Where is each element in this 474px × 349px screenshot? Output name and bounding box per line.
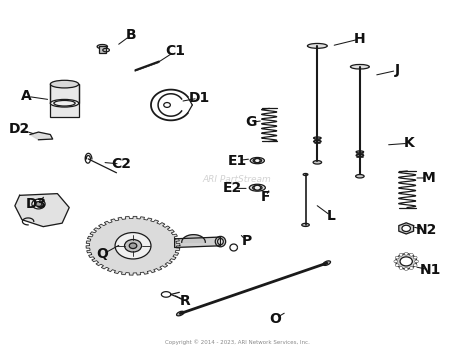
- Text: A: A: [21, 89, 32, 103]
- Circle shape: [125, 239, 142, 252]
- Ellipse shape: [97, 44, 108, 49]
- Polygon shape: [86, 216, 180, 275]
- Ellipse shape: [356, 151, 364, 153]
- Ellipse shape: [50, 99, 79, 107]
- Text: C1: C1: [165, 44, 185, 58]
- Circle shape: [413, 264, 417, 267]
- Bar: [99, 46, 106, 53]
- Text: E2: E2: [223, 181, 242, 195]
- Circle shape: [395, 264, 399, 267]
- Text: K: K: [404, 136, 415, 150]
- Ellipse shape: [303, 173, 308, 176]
- Text: B: B: [125, 29, 136, 43]
- Ellipse shape: [50, 80, 79, 88]
- Text: N1: N1: [420, 263, 441, 277]
- Text: C2: C2: [111, 157, 131, 171]
- Ellipse shape: [356, 174, 364, 178]
- Ellipse shape: [176, 311, 184, 316]
- Text: F: F: [261, 190, 270, 204]
- Text: D2: D2: [9, 122, 30, 136]
- Circle shape: [254, 185, 261, 190]
- Ellipse shape: [250, 157, 264, 164]
- Circle shape: [400, 257, 412, 266]
- Circle shape: [404, 268, 408, 270]
- Polygon shape: [30, 132, 53, 140]
- Ellipse shape: [308, 44, 327, 48]
- Polygon shape: [174, 237, 220, 247]
- Text: R: R: [180, 294, 191, 309]
- Ellipse shape: [249, 184, 265, 191]
- Circle shape: [410, 267, 413, 269]
- Ellipse shape: [314, 140, 321, 142]
- Circle shape: [32, 199, 45, 209]
- Circle shape: [395, 256, 399, 259]
- Circle shape: [255, 158, 260, 163]
- Ellipse shape: [253, 158, 262, 163]
- Polygon shape: [182, 235, 205, 242]
- Circle shape: [402, 225, 410, 231]
- Text: Copyright © 2014 - 2023, ARI Network Services, Inc.: Copyright © 2014 - 2023, ARI Network Ser…: [164, 339, 310, 345]
- Ellipse shape: [350, 65, 369, 69]
- Circle shape: [410, 253, 413, 256]
- Circle shape: [404, 252, 408, 255]
- Circle shape: [399, 253, 403, 256]
- Text: P: P: [241, 233, 252, 247]
- Ellipse shape: [253, 185, 262, 190]
- Text: Q: Q: [96, 247, 108, 261]
- Text: ARI PartStream: ARI PartStream: [202, 175, 272, 184]
- Text: M: M: [421, 171, 435, 185]
- Circle shape: [115, 232, 151, 259]
- Ellipse shape: [314, 137, 321, 139]
- Polygon shape: [399, 223, 413, 234]
- Text: E1: E1: [228, 154, 246, 168]
- Ellipse shape: [215, 236, 226, 247]
- Circle shape: [129, 243, 137, 248]
- Circle shape: [415, 260, 419, 263]
- Circle shape: [399, 267, 403, 269]
- Text: D3: D3: [26, 197, 47, 211]
- Text: G: G: [246, 116, 257, 129]
- Circle shape: [35, 202, 42, 207]
- Text: L: L: [327, 209, 336, 223]
- Text: J: J: [395, 63, 400, 77]
- Circle shape: [413, 256, 417, 259]
- Ellipse shape: [313, 161, 321, 164]
- Circle shape: [394, 260, 398, 263]
- Bar: [50, 84, 79, 117]
- Text: O: O: [269, 312, 281, 326]
- Polygon shape: [15, 194, 69, 227]
- Text: N2: N2: [415, 223, 437, 237]
- Text: H: H: [354, 32, 366, 46]
- Ellipse shape: [302, 223, 310, 227]
- Text: D1: D1: [189, 91, 210, 105]
- Ellipse shape: [218, 238, 223, 245]
- Ellipse shape: [323, 261, 330, 266]
- Circle shape: [396, 254, 417, 269]
- Ellipse shape: [356, 154, 364, 156]
